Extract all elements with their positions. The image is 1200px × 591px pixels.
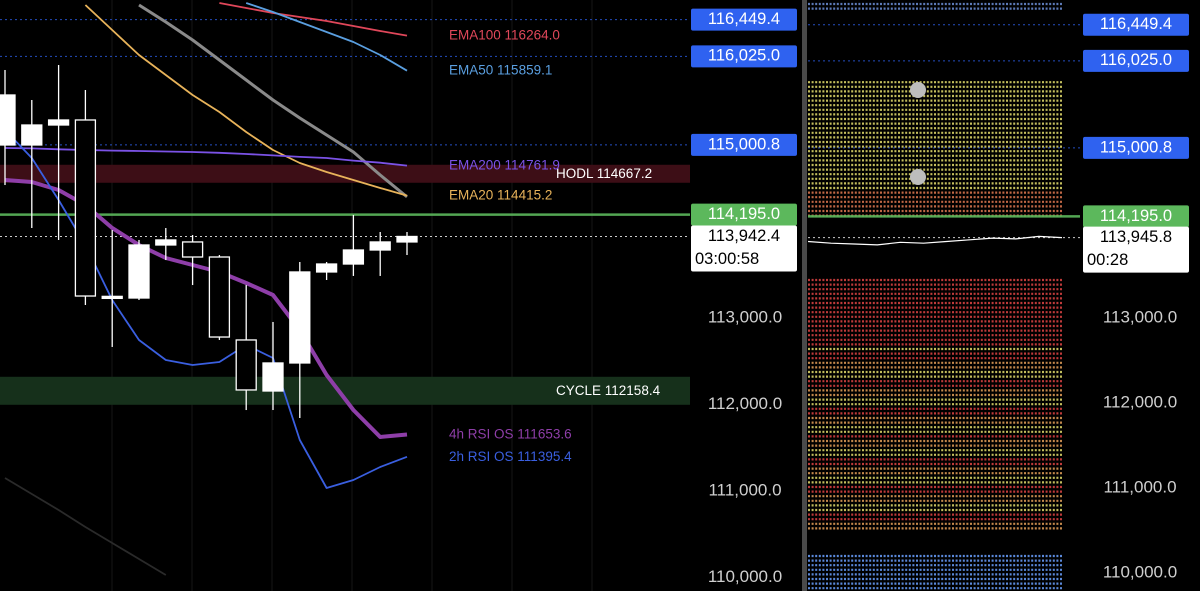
series-label: EMA100 116264.0 (449, 27, 560, 42)
price-box (1083, 205, 1189, 228)
price-box-label: 113,942.4 (708, 227, 780, 245)
y-tick-label: 110,000.0 (708, 567, 782, 586)
price-box (1083, 13, 1189, 36)
series-name: EMA200 (449, 157, 501, 172)
price-box-label: 114,195.0 (708, 205, 780, 223)
price-box-label: 116,025.0 (708, 47, 780, 65)
series-value: 111653.6 (517, 426, 571, 441)
series-label: 4h RSI OS 111653.6 (449, 426, 572, 441)
price-box-label: 115,000.8 (708, 135, 780, 153)
alert-icon (910, 82, 926, 98)
series-label: EMA200 114761.9 (449, 157, 560, 172)
series-line (138, 3, 408, 199)
candle-body (262, 362, 284, 392)
series-line (4, 178, 408, 439)
level-band (0, 164, 690, 183)
price-axes: 113,000.0 112,000.0 111,000.0 110,000.0 116,… (691, 8, 1189, 586)
price-box (691, 8, 797, 31)
price-box-label: 114,195.0 (1100, 207, 1172, 225)
candle-body (128, 244, 150, 299)
candle-body (369, 241, 391, 251)
candle-body (47, 119, 70, 126)
series-label: EMA50 115859.1 (449, 62, 552, 77)
candle-body (74, 119, 97, 297)
level-value: 112158.4 (605, 382, 661, 397)
series-line (245, 2, 408, 72)
y-tick-label: 113,000.0 (708, 307, 782, 326)
y-tick-label: 112,000.0 (708, 394, 782, 413)
series-line (84, 4, 408, 197)
candle-body (235, 339, 257, 391)
series-value: 114761.9 (505, 157, 560, 172)
depth-plot (808, 24, 1080, 246)
series-line (219, 2, 408, 37)
panel-divider (802, 0, 807, 591)
price-box (691, 133, 797, 156)
candle-body (0, 94, 16, 146)
series-line (4, 129, 408, 489)
level-name: HODL (556, 165, 594, 180)
y-tick-label: 110,000.0 (1103, 562, 1177, 581)
alert-icon (910, 169, 926, 185)
price-box (691, 203, 797, 226)
level-label: HODL 114667.2 (556, 165, 652, 180)
level-name: CYCLE (556, 382, 601, 397)
candle-body (289, 271, 311, 364)
countdown: 03:00:58 (695, 250, 759, 268)
price-box (1083, 49, 1189, 72)
price-box (1083, 136, 1189, 159)
price-box (691, 225, 797, 272)
y-tick-label: 113,000.0 (1103, 307, 1177, 326)
price-plot: HODL 114667.2 CYCLE 112158.4 (0, 2, 690, 576)
series-value: 116264.0 (505, 27, 560, 42)
candle-body (208, 256, 231, 338)
series-line (4, 477, 167, 576)
price-box-label: 116,449.4 (1100, 15, 1172, 33)
y-tick-label: 112,000.0 (1103, 392, 1177, 411)
series-label: 2h RSI OS 111395.4 (449, 448, 572, 463)
price-box-label: 115,000.8 (1100, 138, 1172, 156)
candle-body (21, 124, 43, 146)
series-value: 114415.2 (497, 187, 552, 202)
price-box (1083, 226, 1189, 273)
series-value: 115859.1 (497, 62, 552, 77)
candle-body (315, 263, 338, 273)
level-value: 114667.2 (597, 165, 652, 180)
candle-body (342, 249, 365, 265)
series-name: EMA100 (449, 27, 501, 42)
price-box-label: 116,449.4 (708, 10, 780, 28)
series-line (4, 147, 408, 167)
price-box (691, 45, 797, 68)
price-box-label: 113,945.8 (1100, 228, 1172, 246)
candle-body (181, 241, 204, 258)
series-label: EMA20 114415.2 (449, 187, 552, 202)
series-name: EMA20 (449, 187, 493, 202)
candle-body (101, 295, 123, 300)
countdown: 00:28 (1087, 251, 1128, 269)
series-name: 4h RSI OS (449, 426, 514, 441)
y-tick-label: 111,000.0 (1103, 477, 1176, 496)
candle-body (155, 239, 177, 246)
series-value: 111395.4 (517, 448, 572, 463)
series-line (808, 235, 1063, 246)
series-name: EMA50 (449, 62, 493, 77)
price-box-label: 116,025.0 (1100, 51, 1172, 69)
level-label: CYCLE 112158.4 (556, 382, 661, 397)
series-name: 2h RSI OS (449, 448, 514, 463)
y-tick-label: 111,000.0 (708, 480, 781, 499)
candle-body (396, 235, 418, 243)
